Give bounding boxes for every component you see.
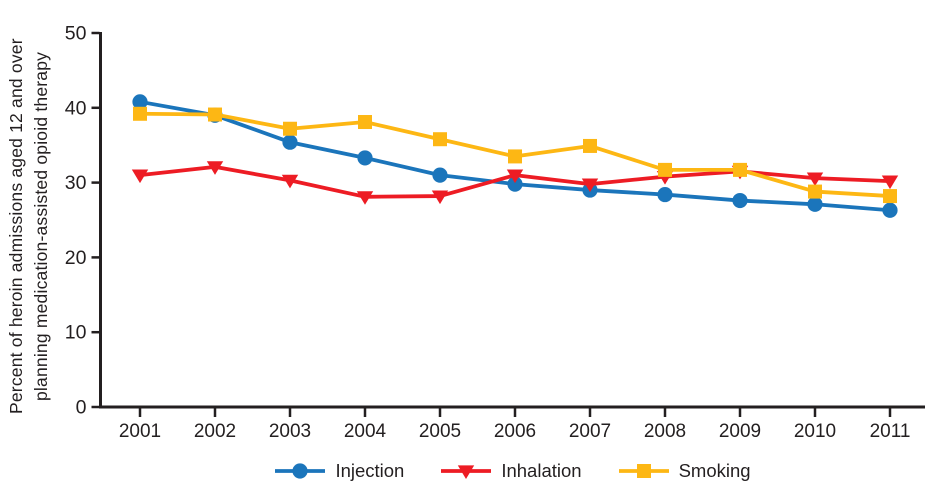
data-point-marker [131,169,149,184]
data-point-marker [733,162,747,177]
data-point-marker [133,106,147,121]
data-point-marker [208,107,222,122]
data-point-marker [806,172,824,187]
data-point-marker [292,463,309,479]
data-point-marker [357,150,373,166]
x-tick-label: 2002 [194,421,236,442]
y-tick-label: 0 [76,397,87,419]
data-point-marker [431,190,449,205]
data-point-marker [283,121,297,136]
data-point-marker [657,186,673,203]
data-point-marker [508,149,522,164]
y-tick-label: 40 [65,97,87,119]
legend-item-smoking: Smoking [618,460,751,482]
x-tick-label: 2008 [644,421,686,442]
x-tick-label: 2005 [419,421,461,442]
data-point-marker [581,178,599,193]
data-point-marker [458,465,475,479]
data-point-marker [732,192,748,209]
data-point-marker [658,162,672,177]
legend-label: Injection [335,460,405,481]
data-point-marker [282,134,298,150]
data-point-marker [206,161,224,175]
x-tick-label: 2001 [119,421,161,442]
x-tick-label: 2009 [719,421,761,442]
data-point-marker [506,169,524,184]
y-tick-label: 20 [65,247,87,269]
data-point-marker [356,191,374,205]
legend-marker-triangle-down-icon [441,465,492,479]
data-point-marker [808,184,822,199]
legend-item-inhalation: Inhalation [440,460,582,482]
x-tick-label: 2003 [269,421,311,442]
y-tick-label: 50 [65,23,87,45]
data-point-marker [433,132,447,147]
legend-item-injection: Injection [274,460,404,482]
x-tick-label: 2011 [870,421,911,442]
data-point-marker [883,189,897,204]
data-point-marker [583,138,597,153]
y-tick-label: 30 [65,172,87,194]
y-tick-label: 10 [65,322,87,344]
x-tick-label: 2004 [344,421,387,442]
chart-legend: Injection Inhalation Smoking [100,456,925,486]
data-point-marker [358,115,372,130]
data-point-marker [507,176,523,192]
data-point-marker [281,174,299,189]
legend-marker-square-icon [618,464,669,478]
data-point-marker [432,167,448,183]
legend-label: Inhalation [501,460,582,481]
data-point-marker [882,202,898,218]
x-tick-label: 2006 [494,421,536,442]
data-point-marker [807,196,823,212]
x-tick-label: 2010 [794,421,836,442]
plot-svg: 0 10 20 30 40 50 2001 2002 2003 2004 2005 2006 2007 2… [65,23,925,442]
legend-marker-circle-icon [275,463,326,479]
x-tick-label: 2007 [569,421,611,442]
legend-label: Smoking [678,460,751,481]
data-point-marker [132,94,148,110]
data-point-marker [881,175,899,190]
data-point-marker [636,464,651,478]
